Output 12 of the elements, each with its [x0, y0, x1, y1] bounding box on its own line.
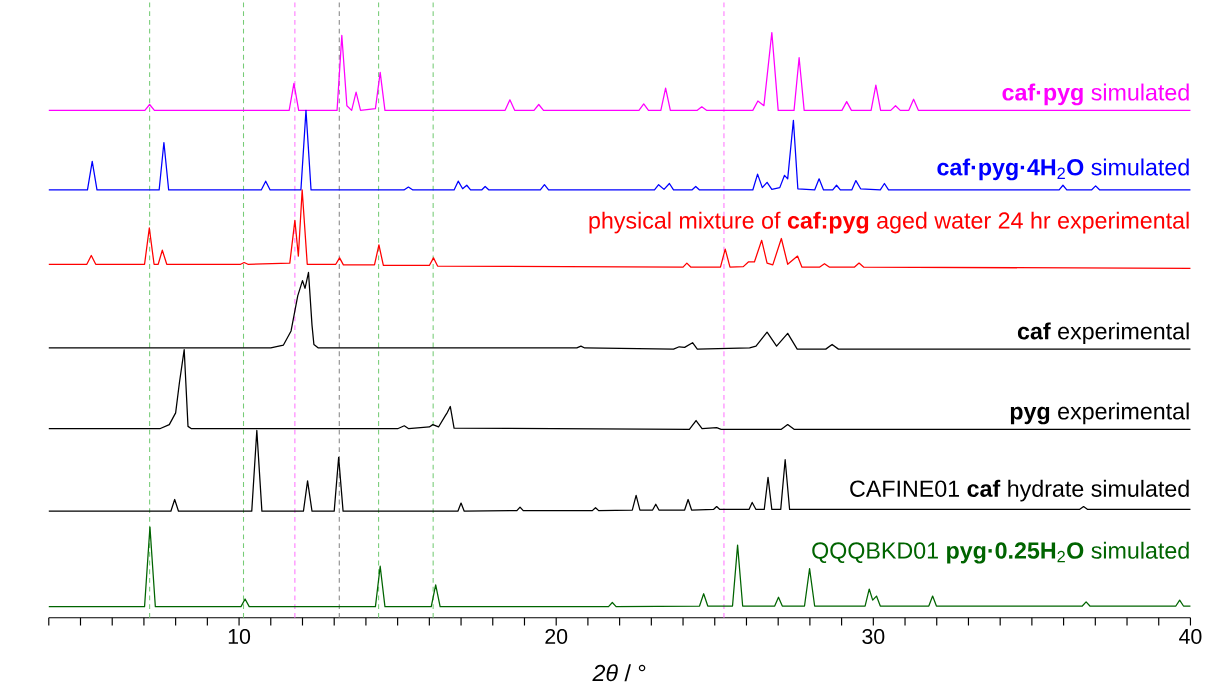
x-tick-label: 40 [1179, 629, 1202, 645]
x-tick-label: 30 [862, 629, 885, 645]
x-tick-label: 20 [545, 629, 568, 645]
x-tick-label: 10 [228, 629, 251, 645]
series-label: physical mixture of caf:pyg aged water 24 hr experimental [589, 211, 1189, 234]
series-label: pyg experimental [1010, 402, 1189, 425]
series-label: CAFINE01 caf hydrate simulated [850, 480, 1189, 502]
series-label: caf·pyg·4H$_{2}$O simulated [937, 158, 1189, 181]
series-label: caf experimental [1017, 322, 1189, 345]
series-label: caf·pyg simulated [1002, 83, 1189, 106]
series-label: QQQBKD01 pyg·0.25H$_{2}$O simulated [812, 542, 1189, 564]
x-axis-title: 2θ / ° [592, 664, 646, 682]
